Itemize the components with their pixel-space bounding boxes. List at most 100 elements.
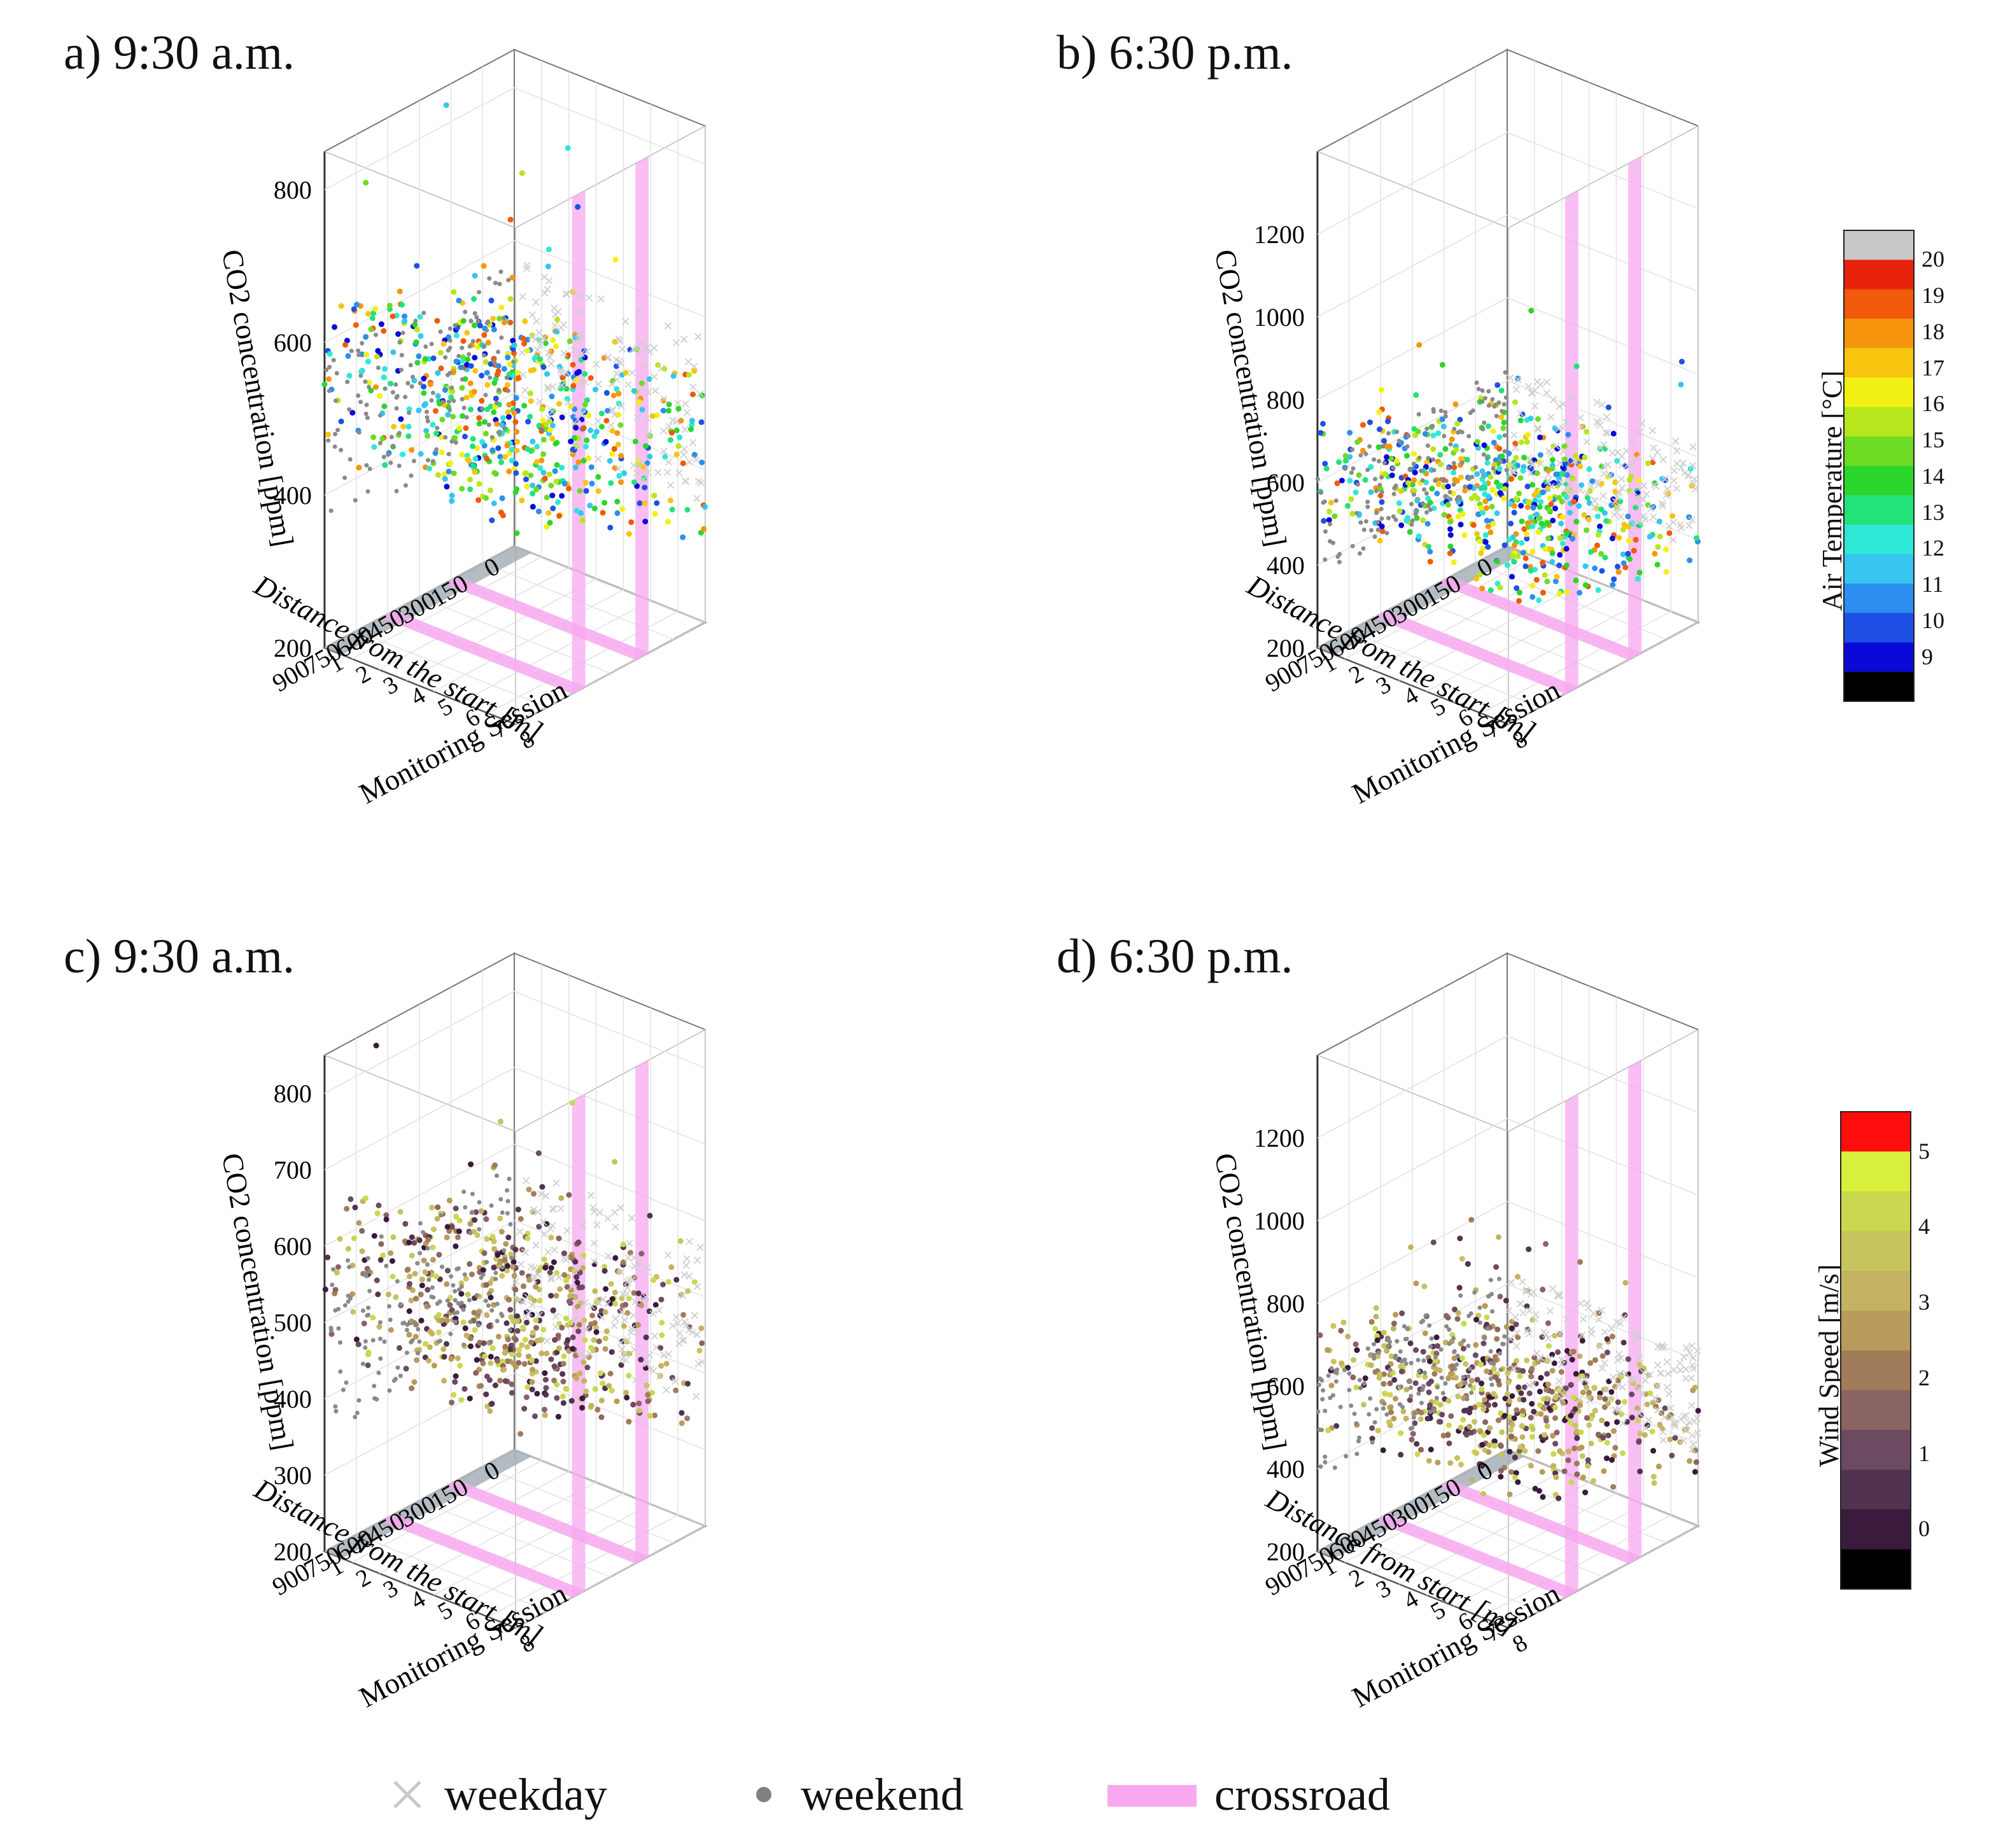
data-point [1486, 1449, 1492, 1455]
weekday-marker [626, 1240, 633, 1247]
weekday-marker [692, 456, 700, 464]
data-point [500, 415, 506, 421]
weekend-marker [400, 330, 405, 335]
weekend-marker [1367, 444, 1372, 449]
weekday-x-stroke [1525, 1330, 1533, 1338]
weekend-marker [1503, 395, 1508, 400]
weekend-marker [1490, 396, 1495, 402]
data-point [1373, 1305, 1379, 1311]
data-point [540, 364, 547, 370]
weekday-marker [1557, 1384, 1565, 1392]
data-point [1598, 506, 1605, 512]
data-point [557, 1286, 563, 1292]
data-point [1451, 464, 1458, 470]
data-point [1617, 498, 1624, 505]
weekend-marker [344, 1380, 349, 1385]
data-point [1459, 1256, 1465, 1262]
data-point [524, 1319, 530, 1326]
weekday-x-stroke [624, 1336, 631, 1344]
data-point [1545, 535, 1552, 542]
weekend-marker [1502, 433, 1507, 438]
data-point [1473, 1317, 1479, 1323]
panel-title: d) 6:30 p.m. [1057, 930, 1293, 983]
weekday-x-stroke [533, 318, 540, 325]
data-point [1512, 1454, 1518, 1460]
weekend-marker [1388, 1368, 1393, 1373]
weekday-x-stroke [593, 1221, 601, 1229]
data-point [1517, 417, 1524, 424]
data-point [594, 1406, 601, 1413]
data-point [1535, 529, 1542, 535]
data-point [1629, 521, 1635, 527]
weekday-marker [628, 1214, 636, 1222]
weekend-marker [1428, 1344, 1433, 1349]
data-point [505, 354, 511, 361]
weekday-x-stroke [544, 385, 552, 393]
data-point [528, 448, 534, 454]
data-point [1487, 1425, 1493, 1431]
weekend-marker [365, 489, 370, 494]
weekend-marker [397, 431, 402, 436]
weekday-x-stroke [612, 1223, 619, 1231]
data-point [1439, 361, 1445, 368]
data-point [442, 476, 448, 482]
data-point [1429, 486, 1435, 492]
data-point [435, 393, 441, 399]
data-point [492, 1382, 498, 1389]
weekday-x-stroke [1555, 425, 1563, 433]
weekday-x-stroke [521, 1249, 530, 1256]
data-point [449, 498, 455, 504]
weekday-x-stroke [675, 1340, 683, 1347]
weekday-x-stroke [1562, 418, 1570, 426]
data-point [436, 1252, 442, 1258]
weekend-marker [409, 384, 414, 389]
weekday-marker [643, 1264, 651, 1271]
data-point [1582, 1489, 1589, 1495]
weekday-x-stroke [664, 458, 673, 466]
weekday-x-stroke [1507, 374, 1514, 382]
weekday-marker [1578, 423, 1585, 431]
data-point [530, 1366, 535, 1373]
data-point [654, 500, 660, 507]
data-point [1545, 486, 1551, 491]
data-point [519, 1342, 525, 1348]
data-point [1486, 1442, 1493, 1448]
weekday-x-stroke [1633, 454, 1640, 462]
data-point [448, 1355, 454, 1362]
data-point [508, 1251, 514, 1257]
weekday-marker [591, 1239, 598, 1247]
weekday-marker [1687, 1375, 1695, 1382]
data-point [1628, 473, 1634, 480]
weekday-marker [1507, 1278, 1515, 1286]
weekday-marker [1667, 1404, 1675, 1412]
weekday-x-stroke [1665, 1390, 1673, 1398]
data-point [602, 1335, 608, 1341]
weekday-marker [1617, 1320, 1624, 1327]
weekend-marker [1468, 410, 1473, 416]
data-point [1580, 1474, 1586, 1481]
data-point [531, 367, 537, 373]
data-point [1333, 1423, 1340, 1429]
data-point [555, 499, 561, 505]
weekend-marker [346, 1299, 351, 1304]
weekday-x-stroke [693, 494, 701, 503]
data-point [422, 1269, 428, 1275]
weekday-x-stroke [1607, 1325, 1615, 1333]
data-point [1568, 1420, 1574, 1426]
weekday-x-stroke [611, 1208, 619, 1216]
weekday-marker [1567, 394, 1575, 402]
weekend-marker [1363, 451, 1368, 456]
weekend-marker [1316, 1382, 1321, 1387]
data-point [1608, 1396, 1615, 1402]
weekday-x-stroke [634, 1328, 642, 1336]
weekend-marker [1423, 1370, 1427, 1375]
weekday-marker [1542, 1330, 1550, 1338]
weekday-x-stroke [535, 328, 543, 337]
weekend-marker [1468, 1383, 1472, 1388]
data-point [426, 465, 432, 472]
data-point [1570, 1394, 1577, 1401]
weekend-marker [1342, 1368, 1347, 1373]
weekend-marker [1365, 467, 1370, 472]
weekday-marker [675, 469, 683, 477]
data-point [673, 1387, 679, 1394]
